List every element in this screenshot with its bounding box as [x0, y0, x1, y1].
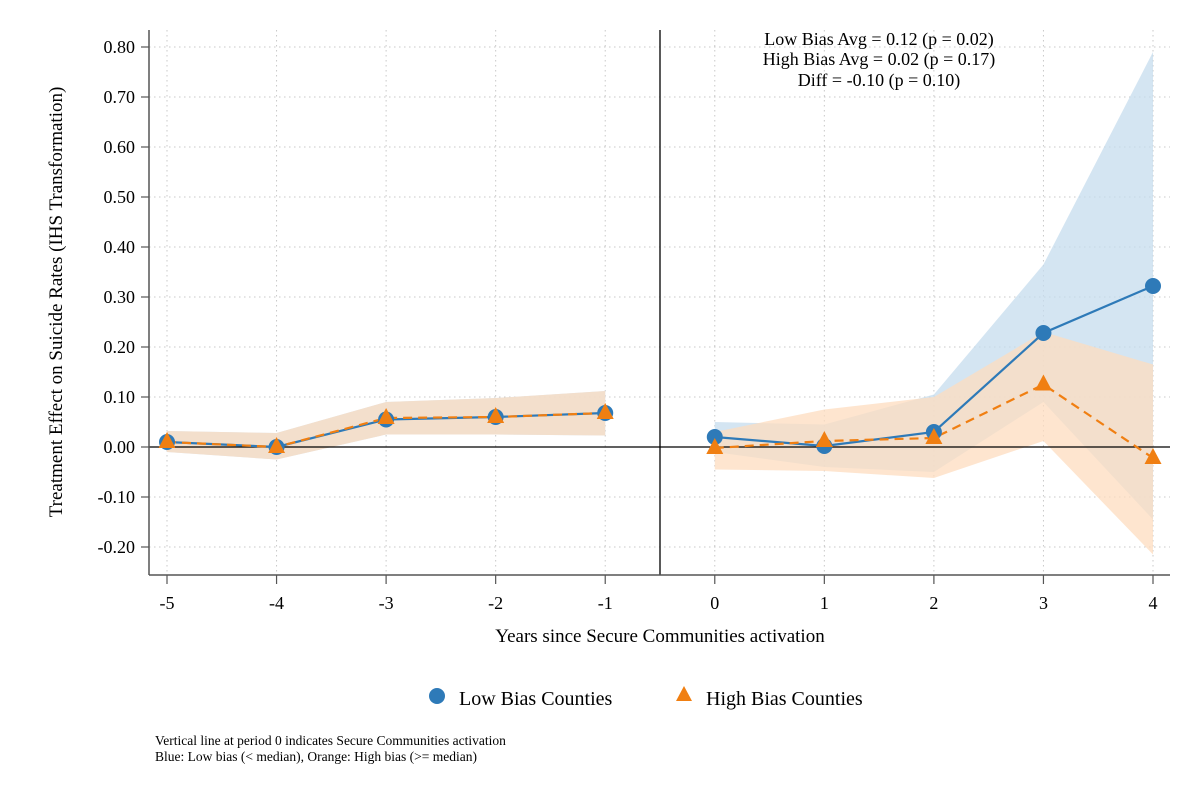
x-tick-label: 4	[1149, 593, 1158, 613]
footnote-line-1: Vertical line at period 0 indicates Secu…	[155, 733, 506, 748]
point-high-bias	[487, 407, 505, 423]
legend: Low Bias Counties High Bias Counties	[429, 686, 863, 710]
x-tick-label: -2	[488, 593, 503, 613]
x-tick-label: -1	[598, 593, 613, 613]
y-axis-title: Treatment Effect on Suicide Rates (IHS T…	[46, 87, 67, 518]
x-tick-label: 1	[820, 593, 829, 613]
axes	[148, 30, 1170, 576]
y-tick-label: -0.10	[98, 487, 136, 507]
legend-label-high-bias: High Bias Counties	[706, 688, 863, 710]
point-high-bias	[925, 428, 943, 444]
point-high-bias	[706, 438, 724, 454]
footnote-line-2: Blue: Low bias (< median), Orange: High …	[155, 749, 478, 764]
y-tick-label: 0.10	[104, 387, 136, 407]
annotation-box: Low Bias Avg = 0.12 (p = 0.02) High Bias…	[763, 29, 995, 91]
point-high-bias	[1144, 448, 1162, 464]
annotation-high-bias: High Bias Avg = 0.02 (p = 0.17)	[763, 49, 995, 70]
y-tick-label: 0.70	[104, 87, 136, 107]
y-tick-label: 0.50	[104, 187, 136, 207]
point-low-bias	[1145, 278, 1161, 294]
x-axis-title: Years since Secure Communities activatio…	[495, 626, 825, 647]
point-high-bias	[1034, 374, 1052, 391]
y-tick-label: 0.00	[104, 437, 136, 457]
y-tick-label: 0.20	[104, 337, 136, 357]
y-tick-label: 0.60	[104, 137, 136, 157]
x-tick-label: 0	[710, 593, 719, 613]
point-high-bias	[158, 432, 176, 448]
reference-lines	[149, 30, 1170, 575]
x-tick-label: -3	[379, 593, 394, 613]
point-low-bias	[1035, 325, 1052, 341]
point-high-bias	[596, 403, 614, 419]
y-tick-label: 0.30	[104, 287, 136, 307]
y-ticks: 0.80 0.70 0.60 0.50 0.40 0.30 0.20 0.10 0.00 -0.1…	[98, 37, 149, 557]
annotation-diff: Diff = -0.10 (p = 0.10)	[798, 70, 960, 91]
point-high-bias	[815, 431, 833, 447]
x-tick-label: 2	[929, 593, 938, 613]
y-tick-label: 0.80	[104, 37, 136, 57]
y-tick-label: 0.40	[104, 237, 136, 257]
point-high-bias	[268, 437, 286, 453]
legend-label-low-bias: Low Bias Counties	[459, 688, 613, 710]
x-tick-label: 3	[1039, 593, 1048, 613]
legend-circle-icon	[429, 688, 445, 704]
point-high-bias	[377, 408, 395, 424]
series-markers	[158, 278, 1162, 464]
x-tick-label: -4	[269, 593, 284, 613]
x-ticks: -5 -4 -3 -2 -1 0 1 2 3 4	[160, 575, 1158, 613]
annotation-low-bias: Low Bias Avg = 0.12 (p = 0.02)	[764, 29, 993, 50]
x-tick-label: -5	[160, 593, 175, 613]
legend-triangle-icon	[676, 686, 692, 701]
y-tick-label: -0.20	[98, 537, 136, 557]
point-low-bias	[706, 429, 723, 445]
footnote: Vertical line at period 0 indicates Secu…	[155, 733, 506, 765]
